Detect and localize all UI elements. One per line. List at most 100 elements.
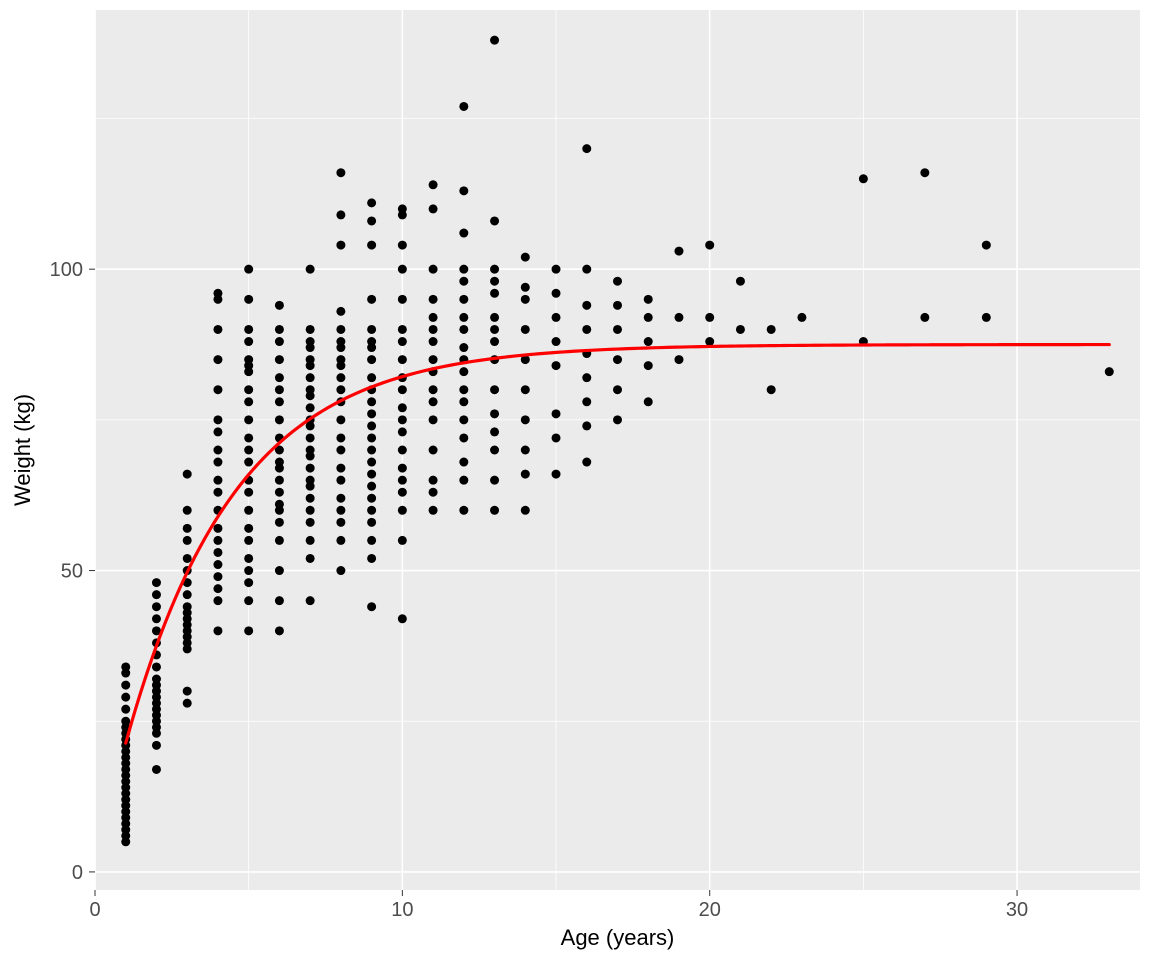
data-point: [582, 265, 591, 274]
data-point: [367, 518, 376, 527]
data-point: [306, 536, 315, 545]
data-point: [429, 295, 438, 304]
data-point: [521, 446, 530, 455]
data-point: [367, 241, 376, 250]
data-point: [367, 470, 376, 479]
data-point: [552, 433, 561, 442]
data-point: [367, 409, 376, 418]
data-point: [336, 536, 345, 545]
data-point: [183, 602, 192, 611]
data-point: [152, 765, 161, 774]
data-point: [336, 385, 345, 394]
data-point: [275, 536, 284, 545]
data-point: [490, 337, 499, 346]
data-point: [244, 524, 253, 533]
data-point: [367, 494, 376, 503]
data-point: [644, 337, 653, 346]
data-point: [398, 241, 407, 250]
data-point: [213, 536, 222, 545]
data-point: [336, 566, 345, 575]
data-point: [275, 397, 284, 406]
data-point: [582, 325, 591, 334]
data-point: [213, 427, 222, 436]
data-point: [306, 446, 315, 455]
data-point: [121, 693, 130, 702]
y-tick-label: 0: [72, 862, 83, 884]
data-point: [767, 325, 776, 334]
data-point: [459, 476, 468, 485]
data-point: [398, 337, 407, 346]
data-point: [244, 397, 253, 406]
data-point: [244, 415, 253, 424]
data-point: [367, 536, 376, 545]
data-point: [367, 295, 376, 304]
data-point: [213, 584, 222, 593]
data-point: [244, 325, 253, 334]
data-point: [336, 464, 345, 473]
data-point: [152, 602, 161, 611]
data-point: [490, 289, 499, 298]
data-point: [275, 596, 284, 605]
data-point: [306, 403, 315, 412]
data-point: [552, 409, 561, 418]
data-point: [398, 427, 407, 436]
data-point: [183, 590, 192, 599]
data-point: [275, 566, 284, 575]
data-point: [306, 325, 315, 334]
data-point: [213, 355, 222, 364]
data-point: [213, 626, 222, 635]
data-point: [244, 536, 253, 545]
data-point: [674, 247, 683, 256]
data-point: [398, 476, 407, 485]
data-point: [367, 198, 376, 207]
data-point: [521, 253, 530, 262]
data-point: [336, 168, 345, 177]
data-point: [582, 458, 591, 467]
data-point: [552, 265, 561, 274]
data-point: [644, 313, 653, 322]
data-point: [459, 313, 468, 322]
data-point: [336, 494, 345, 503]
y-tick-label: 50: [61, 561, 83, 583]
data-point: [613, 355, 622, 364]
data-point: [306, 265, 315, 274]
data-point: [183, 687, 192, 696]
data-point: [736, 325, 745, 334]
data-point: [521, 325, 530, 334]
data-point: [244, 506, 253, 515]
data-point: [244, 355, 253, 364]
data-point: [490, 216, 499, 225]
data-point: [275, 301, 284, 310]
data-point: [275, 385, 284, 394]
data-point: [152, 578, 161, 587]
data-point: [398, 536, 407, 545]
data-point: [613, 385, 622, 394]
data-point: [521, 470, 530, 479]
data-point: [275, 458, 284, 467]
data-point: [459, 385, 468, 394]
data-point: [275, 518, 284, 527]
data-point: [367, 554, 376, 563]
data-point: [797, 313, 806, 322]
data-point: [367, 325, 376, 334]
data-point: [398, 506, 407, 515]
data-point: [644, 361, 653, 370]
data-point: [336, 337, 345, 346]
data-point: [490, 265, 499, 274]
data-point: [244, 433, 253, 442]
x-tick-label: 10: [391, 899, 413, 921]
data-point: [459, 458, 468, 467]
data-point: [306, 464, 315, 473]
data-point: [213, 548, 222, 557]
data-point: [367, 337, 376, 346]
data-point: [244, 566, 253, 575]
data-point: [552, 470, 561, 479]
data-point: [552, 361, 561, 370]
data-point: [213, 488, 222, 497]
data-point: [244, 458, 253, 467]
data-point: [336, 518, 345, 527]
data-point: [521, 506, 530, 515]
data-point: [644, 295, 653, 304]
data-point: [244, 385, 253, 394]
data-point: [275, 476, 284, 485]
